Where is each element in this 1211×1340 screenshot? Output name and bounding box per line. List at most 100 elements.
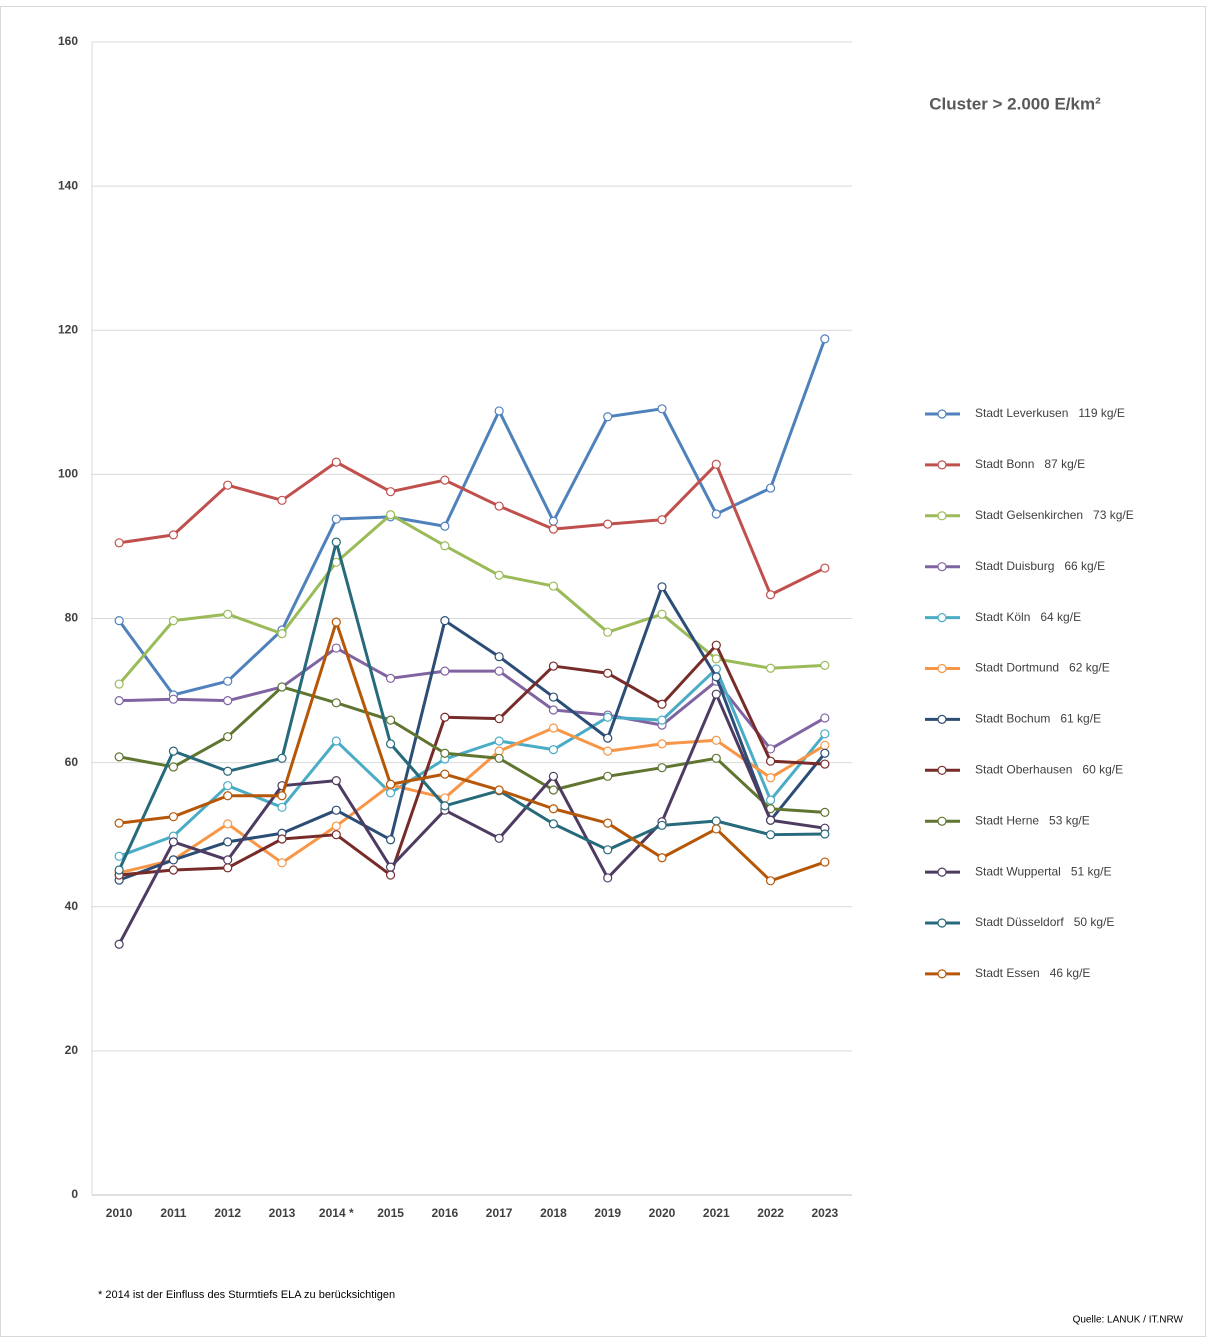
data-point xyxy=(548,819,559,829)
data-point xyxy=(168,855,179,865)
data-point xyxy=(494,785,504,795)
y-tick-label: 160 xyxy=(58,34,78,48)
data-point xyxy=(114,939,124,949)
y-tick-label: 100 xyxy=(58,467,78,481)
data-point xyxy=(223,676,233,686)
data-point xyxy=(114,865,124,875)
x-tick-label: 2021 xyxy=(703,1206,730,1220)
x-tick-label: 2014 * xyxy=(319,1206,354,1220)
data-point xyxy=(385,788,396,798)
legend-marker xyxy=(937,969,947,979)
data-point xyxy=(603,746,613,756)
data-point xyxy=(114,818,124,828)
data-point xyxy=(494,714,504,724)
legend-label: Stadt Düsseldorf 50 kg/E xyxy=(975,915,1114,929)
x-tick-label: 2018 xyxy=(540,1206,567,1220)
data-point xyxy=(820,807,830,817)
data-point xyxy=(440,801,450,811)
data-point xyxy=(223,696,233,706)
data-point xyxy=(168,530,179,540)
data-point xyxy=(711,816,721,826)
source: Quelle: LANUK / IT.NRW xyxy=(1073,1315,1184,1326)
data-point xyxy=(548,745,559,755)
data-point xyxy=(277,791,287,801)
data-point xyxy=(657,582,667,592)
data-point xyxy=(765,590,776,600)
data-point xyxy=(385,862,396,872)
data-point xyxy=(331,537,341,547)
data-point xyxy=(385,715,396,725)
y-tick-label: 140 xyxy=(58,178,78,192)
data-point xyxy=(820,334,830,344)
data-point xyxy=(277,753,287,763)
data-point xyxy=(494,833,504,843)
data-point xyxy=(657,404,667,414)
data-point xyxy=(277,802,287,812)
data-point xyxy=(168,837,179,847)
x-tick-label: 2016 xyxy=(432,1206,459,1220)
data-point xyxy=(331,643,341,653)
data-point xyxy=(765,744,776,754)
data-point xyxy=(494,570,504,580)
data-point xyxy=(820,563,830,573)
series-line xyxy=(118,620,826,883)
y-tick-label: 0 xyxy=(71,1187,78,1201)
x-tick-label: 2010 xyxy=(106,1206,133,1220)
series-line xyxy=(118,513,825,686)
data-point xyxy=(168,812,179,822)
data-point xyxy=(114,851,124,861)
data-point xyxy=(331,557,341,567)
data-point xyxy=(765,483,776,493)
data-point xyxy=(711,640,721,650)
series-line xyxy=(117,692,826,945)
x-tick-label: 2012 xyxy=(214,1206,241,1220)
data-point xyxy=(603,668,613,678)
legend-marker xyxy=(937,562,947,572)
y-tick-label: 60 xyxy=(65,755,79,769)
y-tick-label: 40 xyxy=(65,899,79,913)
data-point xyxy=(603,771,613,781)
series-line xyxy=(118,460,826,597)
data-point xyxy=(223,480,233,490)
data-point xyxy=(440,712,450,722)
data-point xyxy=(765,773,776,783)
series-line xyxy=(117,338,827,697)
data-point xyxy=(440,666,450,676)
data-point xyxy=(385,510,396,520)
footnote: * 2014 ist der Einfluss des Sturmtiefs E… xyxy=(98,1289,395,1301)
data-point xyxy=(223,732,233,742)
data-point xyxy=(820,759,830,769)
data-point xyxy=(494,406,504,416)
data-point xyxy=(223,766,233,776)
series-line xyxy=(118,685,825,814)
data-point xyxy=(603,845,613,855)
legend-label: Stadt Oberhausen 60 kg/E xyxy=(975,762,1123,776)
data-point xyxy=(820,713,830,723)
data-point xyxy=(765,756,776,766)
data-point xyxy=(277,495,287,505)
data-point xyxy=(548,804,559,814)
data-point xyxy=(765,830,776,840)
data-point xyxy=(657,609,667,619)
data-point xyxy=(277,682,287,692)
data-point xyxy=(440,769,450,779)
x-tick-label: 2020 xyxy=(649,1206,676,1220)
data-point xyxy=(820,740,830,750)
data-point xyxy=(440,541,450,551)
data-point xyxy=(385,870,396,880)
data-point xyxy=(331,805,341,815)
data-point xyxy=(223,819,233,829)
data-point xyxy=(277,858,287,868)
data-point xyxy=(223,863,233,873)
legend-label: Stadt Leverkusen 119 kg/E xyxy=(975,406,1125,420)
data-point xyxy=(331,514,341,524)
series-line xyxy=(119,643,825,877)
data-point xyxy=(331,821,341,831)
data-point xyxy=(657,699,667,709)
y-tick-label: 80 xyxy=(65,611,79,625)
data-point xyxy=(711,672,721,682)
data-point xyxy=(765,663,776,673)
data-point xyxy=(494,736,504,746)
data-point xyxy=(711,509,721,519)
series-line xyxy=(119,646,826,751)
